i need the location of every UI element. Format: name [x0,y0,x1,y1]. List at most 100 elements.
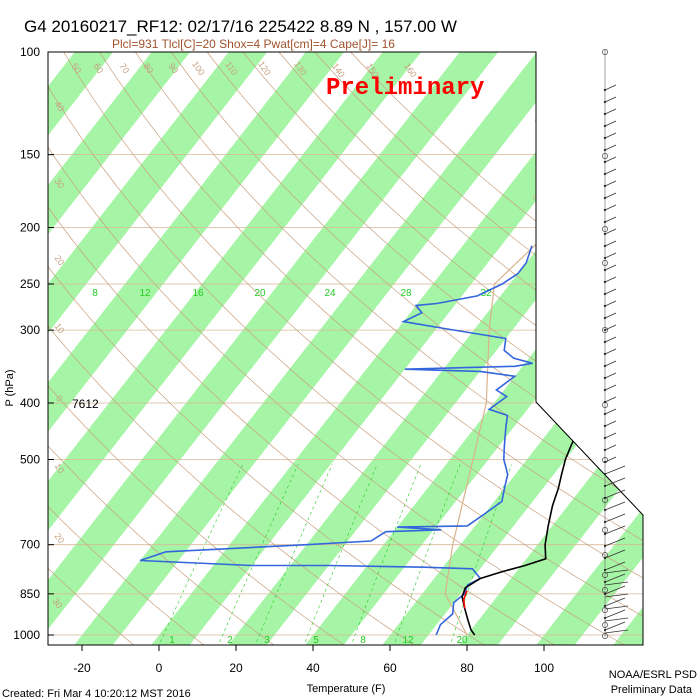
wind-dot [603,460,607,464]
wind-dot [603,184,607,188]
left-edge-label: 10 [52,461,66,475]
wind-dot [603,436,607,440]
wind-calm-marker [602,633,608,639]
wind-barb [604,432,617,439]
x-tick-label: 100 [534,661,554,675]
wind-barb [604,597,626,607]
wind-barb [604,192,617,199]
wind-dot [603,220,607,224]
wind-dot [603,484,607,488]
dry-adiabat [48,52,643,645]
wind-dot [603,376,607,380]
wind-barb [604,549,626,559]
mixing-ratio-label: 1 [169,635,175,646]
wind-dot [603,496,607,500]
dry-adiabat [48,52,629,645]
wind-barb [604,581,629,586]
mixing-ratio-line [157,464,244,645]
dry-adiabat [48,52,418,645]
wind-calm-marker [602,572,608,578]
y-tick-label: 300 [20,323,40,337]
mixing-ratio-label: 12 [402,635,414,646]
pressure-axis: 100 150 200 250 300 400 500 700 850 1000 [13,45,54,642]
mixing-ratio-label: 12 [139,288,151,299]
wind-barb [604,144,617,151]
left-edge-label: 20 [52,253,66,267]
y-axis-label: P (hPa) [4,369,16,406]
wind-dot [603,544,607,548]
created-timestamp: Created: Fri Mar 4 10:20:12 MST 2016 [2,688,191,700]
y-tick-label: 700 [20,538,40,552]
mixing-ratio-label: 20 [254,288,266,299]
y-tick-label: 200 [20,221,40,235]
wind-barb [604,569,629,574]
y-tick-label: 500 [20,452,40,466]
isotherm-band [48,52,499,645]
mixing-ratio-label: 5 [313,635,319,646]
dry-adiabat [48,52,137,645]
wind-calm-marker [602,622,608,628]
wind-dot [603,88,607,92]
wind-calm-marker [602,587,608,593]
dry-adiabat [242,52,643,645]
wind-barb [604,629,629,634]
mixing-ratio-label: 28 [400,288,412,299]
mixing-ratio-line [392,464,461,645]
dry-adiabat [48,52,278,645]
adiabat-label: 90 [166,61,180,75]
wind-barb [604,84,617,91]
x-tick-label: 0 [156,661,163,675]
isotherm-bands [48,52,643,645]
wind-dot [603,628,607,632]
x-axis-label: Temperature (F) [307,683,386,695]
mixing-ratio-line [217,464,299,645]
left-edge-label: 30 [52,176,66,190]
wind-dot [603,472,607,476]
wind-dot [603,412,607,416]
credit-line-2: Preliminary Data [611,684,693,696]
mixing-ratio-label: 32 [480,288,492,299]
wind-barb [604,216,617,223]
wind-barb [604,561,626,571]
x-tick-label: 40 [306,661,320,675]
wind-calm-marker [602,226,608,232]
chart-subtitle: Plcl=931 Tlcl[C]=20 Shox=4 Pwat[cm]=4 Ca… [112,37,395,51]
wind-barb [604,444,617,451]
adiabat-label: 60 [91,61,105,75]
plot-frame [47,51,644,646]
parcel-curve [444,154,635,636]
wind-dot [603,280,607,284]
adiabat-label: 100 [190,59,207,77]
wind-barb [604,384,617,391]
wind-dot [603,604,607,608]
wind-barb [604,513,626,523]
wind-dot [603,616,607,620]
wind-barb [604,276,617,283]
mixing-ratio-label: 16 [192,288,204,299]
wind-barb [604,477,626,487]
mixing-ratio-label: 2 [227,635,233,646]
dry-adiabat [63,52,643,645]
mixing-ratio-label: 8 [360,635,366,646]
mixing-ratio-line [350,464,421,645]
left-edge-label: 10 [52,321,66,335]
wind-dot [603,160,607,164]
wind-dot [603,340,607,344]
wind-calm-marker [602,607,608,613]
chart-title: G4 20160217_RF12: 02/17/16 225422 8.89 N… [24,17,457,36]
mixing-ratio-label: 24 [324,288,336,299]
preliminary-watermark: Preliminary [326,75,484,102]
wind-dot [603,352,607,356]
wind-barb [604,501,626,511]
wind-barb [604,228,617,235]
wind-barb [604,324,617,331]
wind-dot [603,208,607,212]
wind-barb [604,456,617,463]
wind-dot [603,196,607,200]
wind-barb-profile [602,49,629,639]
y-tick-label: 100 [20,45,40,59]
adiabat-label: 70 [117,61,131,75]
wind-dot [603,136,607,140]
wind-barb [604,264,617,271]
left-edge-label: 0 [54,393,65,403]
